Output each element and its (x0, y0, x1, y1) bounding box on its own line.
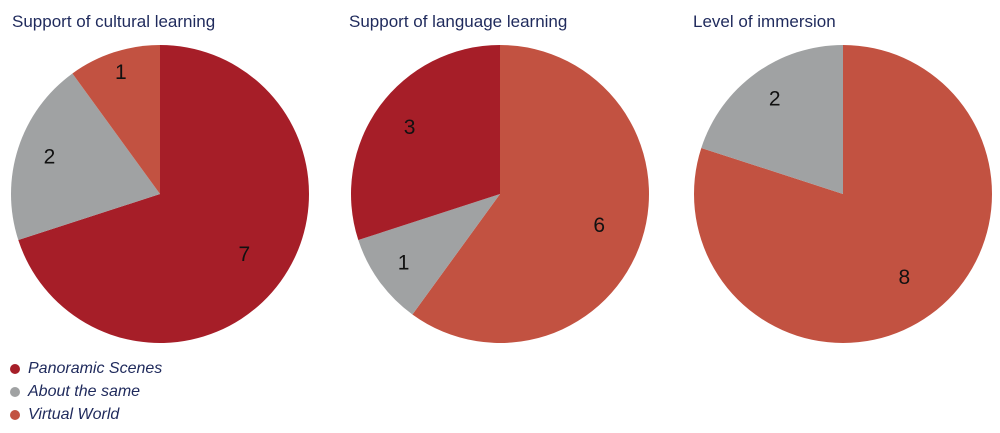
pie-0-label-virtual-world: 1 (115, 61, 127, 84)
pie-2-slice-about-the-same (701, 45, 843, 194)
legend-marker-same (10, 386, 20, 397)
pie-0-slice-panoramic-scenes (18, 45, 310, 343)
pie-1-label-about-the-same: 1 (398, 252, 410, 275)
pie-0-slice-virtual-world (72, 45, 160, 194)
chart-title-language: Support of language learning (349, 12, 568, 31)
pie-0-label-panoramic-scenes: 7 (239, 243, 251, 266)
pie-0-slice-about-the-same (11, 73, 160, 241)
pie-0-label-about-the-same: 2 (44, 146, 56, 169)
pie-1-label-virtual-world: 6 (593, 214, 605, 237)
legend-item-virtual: Virtual World (10, 403, 162, 426)
legend-item-same: About the same (10, 380, 162, 403)
chart-title-immersion: Level of immersion (693, 12, 836, 31)
pie-1-slice-virtual-world (412, 45, 650, 343)
legend-marker-virtual (10, 409, 20, 420)
legend-label-panoramic: Panoramic Scenes (28, 359, 163, 377)
legend-label-same: About the same (28, 382, 141, 400)
legend-marker-panoramic (10, 363, 20, 374)
pie-1-label-panoramic-scenes: 3 (404, 116, 416, 139)
pie-1-slice-panoramic-scenes (350, 45, 500, 241)
legend: Panoramic Scenes About the same Virtual … (10, 357, 162, 426)
pie-2-label-about-the-same: 2 (769, 88, 781, 111)
legend-label-virtual: Virtual World (28, 405, 120, 423)
pie-1-slice-about-the-same (358, 194, 500, 315)
legend-item-panoramic: Panoramic Scenes (10, 357, 162, 380)
pie-2-label-virtual-world: 8 (898, 266, 910, 289)
chart-title-cultural: Support of cultural learning (12, 12, 216, 31)
